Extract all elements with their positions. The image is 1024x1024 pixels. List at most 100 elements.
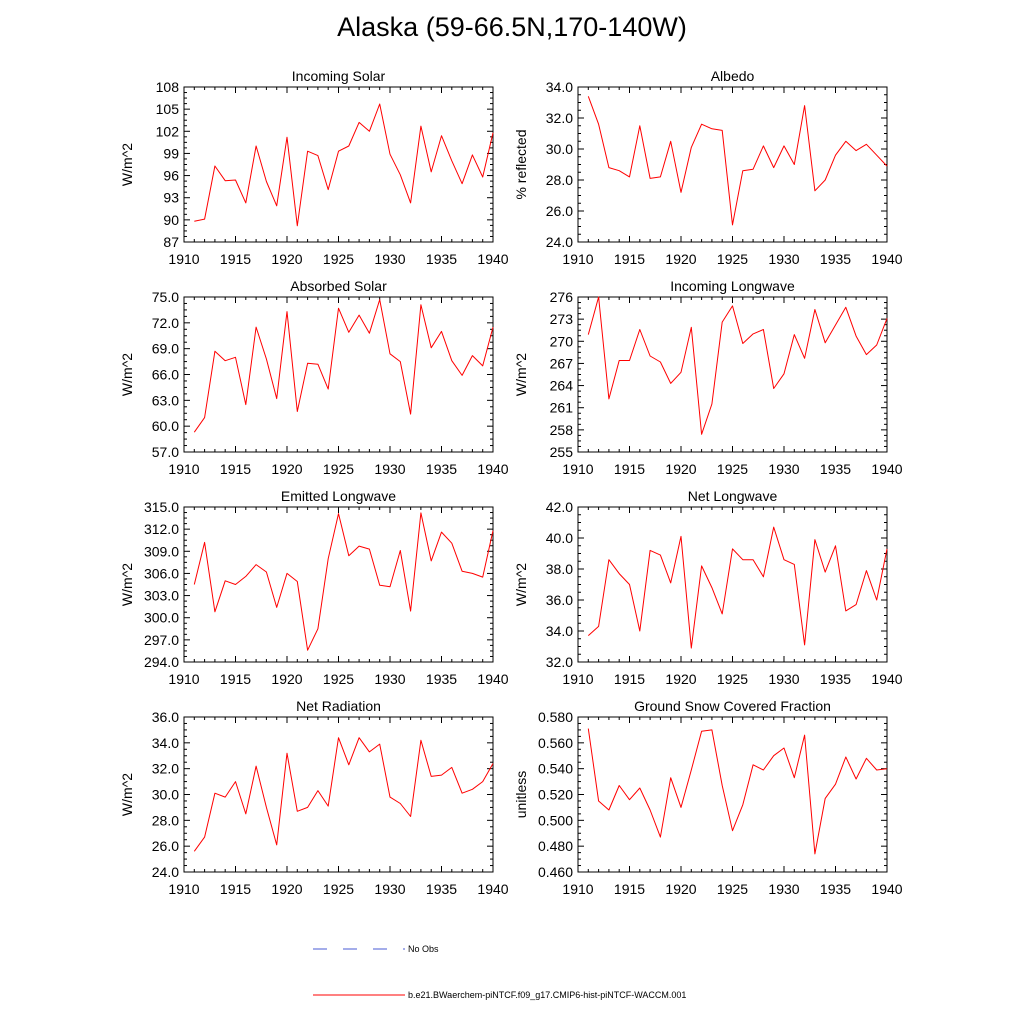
x-tick-label: 1910 — [168, 251, 199, 267]
series-line-model — [193, 737, 494, 852]
y-tick-label: 32.0 — [546, 654, 573, 670]
y-tick-label: 261 — [550, 400, 574, 416]
y-axis-label: % reflected — [513, 129, 529, 199]
y-tick-label: 297.0 — [144, 632, 179, 648]
x-tick-label: 1930 — [374, 671, 405, 687]
panel-title: Albedo — [711, 68, 755, 84]
panel-title: Emitted Longwave — [281, 488, 396, 504]
x-tick-label: 1925 — [323, 251, 354, 267]
panel-title: Incoming Solar — [292, 68, 386, 84]
x-tick-label: 1940 — [871, 251, 902, 267]
y-tick-label: 36.0 — [546, 592, 573, 608]
y-tick-label: 315.0 — [144, 499, 179, 515]
figure-title: Alaska (59-66.5N,170-140W) — [337, 12, 687, 42]
panel-3: Absorbed Solar W/m^2 57.0 60.0 63.0 66.0 69.0 7… — [119, 278, 509, 477]
y-tick-label: 42.0 — [546, 499, 573, 515]
plot-frame — [577, 716, 888, 873]
x-tick-label: 1940 — [477, 251, 508, 267]
y-tick-label: 258 — [550, 422, 574, 438]
y-tick-label: 57.0 — [152, 444, 179, 460]
x-tick-label: 1935 — [820, 461, 851, 477]
y-tick-label: 276 — [550, 289, 574, 305]
y-tick-label: 36.0 — [152, 709, 179, 725]
x-tick-label: 1920 — [271, 461, 302, 477]
y-tick-label: 0.540 — [538, 761, 573, 777]
x-tick-label: 1940 — [477, 671, 508, 687]
series-line-model — [193, 512, 494, 651]
y-tick-label: 309.0 — [144, 543, 179, 559]
panel-title: Net Longwave — [688, 488, 778, 504]
panel-title: Ground Snow Covered Fraction — [634, 698, 831, 714]
y-tick-label: 34.0 — [546, 623, 573, 639]
y-tick-label: 63.0 — [152, 392, 179, 408]
y-tick-label: 32.0 — [546, 110, 573, 126]
y-tick-label: 255 — [550, 444, 574, 460]
y-tick-label: 96 — [163, 168, 179, 184]
y-axis-label: W/m^2 — [119, 563, 135, 606]
panel-1: Incoming Solar W/m^2 87 90 93 96 99 102 105 108 19… — [119, 68, 509, 267]
x-tick-label: 1925 — [717, 671, 748, 687]
series-line-model — [193, 299, 494, 433]
x-tick-label: 1920 — [665, 251, 696, 267]
y-tick-label: 38.0 — [546, 561, 573, 577]
plot-frame — [183, 86, 494, 243]
x-tick-label: 1940 — [477, 461, 508, 477]
y-tick-label: 26.0 — [152, 838, 179, 854]
x-tick-label: 1920 — [665, 881, 696, 897]
panel-5: Emitted Longwave W/m^2 294.0 297.0 300.0 303.… — [119, 488, 509, 687]
x-tick-label: 1915 — [220, 881, 251, 897]
y-tick-label: 69.0 — [152, 341, 179, 357]
y-tick-label: 0.480 — [538, 838, 573, 854]
plot-frame — [183, 296, 494, 453]
x-tick-label: 1915 — [220, 251, 251, 267]
y-tick-label: 303.0 — [144, 588, 179, 604]
plot-frame — [577, 86, 888, 243]
panel-6: Net Longwave W/m^2 32.0 34.0 36.0 38.0 40.0 42.… — [513, 488, 903, 687]
y-axis-label: W/m^2 — [119, 773, 135, 816]
x-tick-label: 1920 — [271, 671, 302, 687]
y-tick-label: 264 — [550, 378, 574, 394]
plot-frame — [577, 296, 888, 453]
y-tick-label: 105 — [156, 101, 180, 117]
y-tick-label: 102 — [156, 123, 180, 139]
panel-7: Net Radiation W/m^2 24.0 26.0 28.0 30.0 32.0 34… — [119, 698, 509, 897]
y-axis-label: W/m^2 — [119, 143, 135, 186]
x-tick-label: 1935 — [820, 881, 851, 897]
legend-model-label: b.e21.BWaerchem-piNTCF.f09_g17.CMIP6-his… — [408, 990, 686, 1000]
x-tick-label: 1935 — [426, 671, 457, 687]
y-tick-label: 28.0 — [152, 812, 179, 828]
series-line-model — [587, 526, 888, 649]
panel-8: Ground Snow Covered Fraction unitless 0.46… — [513, 698, 903, 897]
y-tick-label: 66.0 — [152, 367, 179, 383]
x-tick-label: 1920 — [665, 671, 696, 687]
x-tick-label: 1935 — [820, 251, 851, 267]
plot-frame — [183, 506, 494, 663]
y-tick-label: 0.500 — [538, 812, 573, 828]
y-tick-label: 34.0 — [152, 735, 179, 751]
x-tick-label: 1915 — [614, 881, 645, 897]
y-tick-label: 24.0 — [152, 864, 179, 880]
y-tick-label: 30.0 — [152, 787, 179, 803]
panel-title: Net Radiation — [296, 698, 381, 714]
series-line-model — [194, 103, 494, 227]
x-tick-label: 1935 — [426, 881, 457, 897]
y-axis-label: unitless — [513, 771, 529, 818]
x-tick-label: 1920 — [665, 461, 696, 477]
x-tick-label: 1925 — [323, 671, 354, 687]
y-tick-label: 26.0 — [546, 203, 573, 219]
x-tick-label: 1930 — [374, 251, 405, 267]
y-tick-label: 300.0 — [144, 610, 179, 626]
y-axis-label: W/m^2 — [119, 353, 135, 396]
x-tick-label: 1910 — [562, 251, 593, 267]
y-tick-label: 34.0 — [546, 79, 573, 95]
y-tick-label: 93 — [163, 190, 179, 206]
y-tick-label: 32.0 — [152, 761, 179, 777]
y-tick-label: 90 — [163, 212, 179, 228]
plot-frame — [577, 506, 888, 663]
x-tick-label: 1915 — [614, 671, 645, 687]
x-tick-label: 1915 — [220, 461, 251, 477]
x-tick-label: 1940 — [871, 881, 902, 897]
y-tick-label: 24.0 — [546, 234, 573, 250]
y-axis-label: W/m^2 — [513, 353, 529, 396]
y-tick-label: 270 — [550, 333, 574, 349]
